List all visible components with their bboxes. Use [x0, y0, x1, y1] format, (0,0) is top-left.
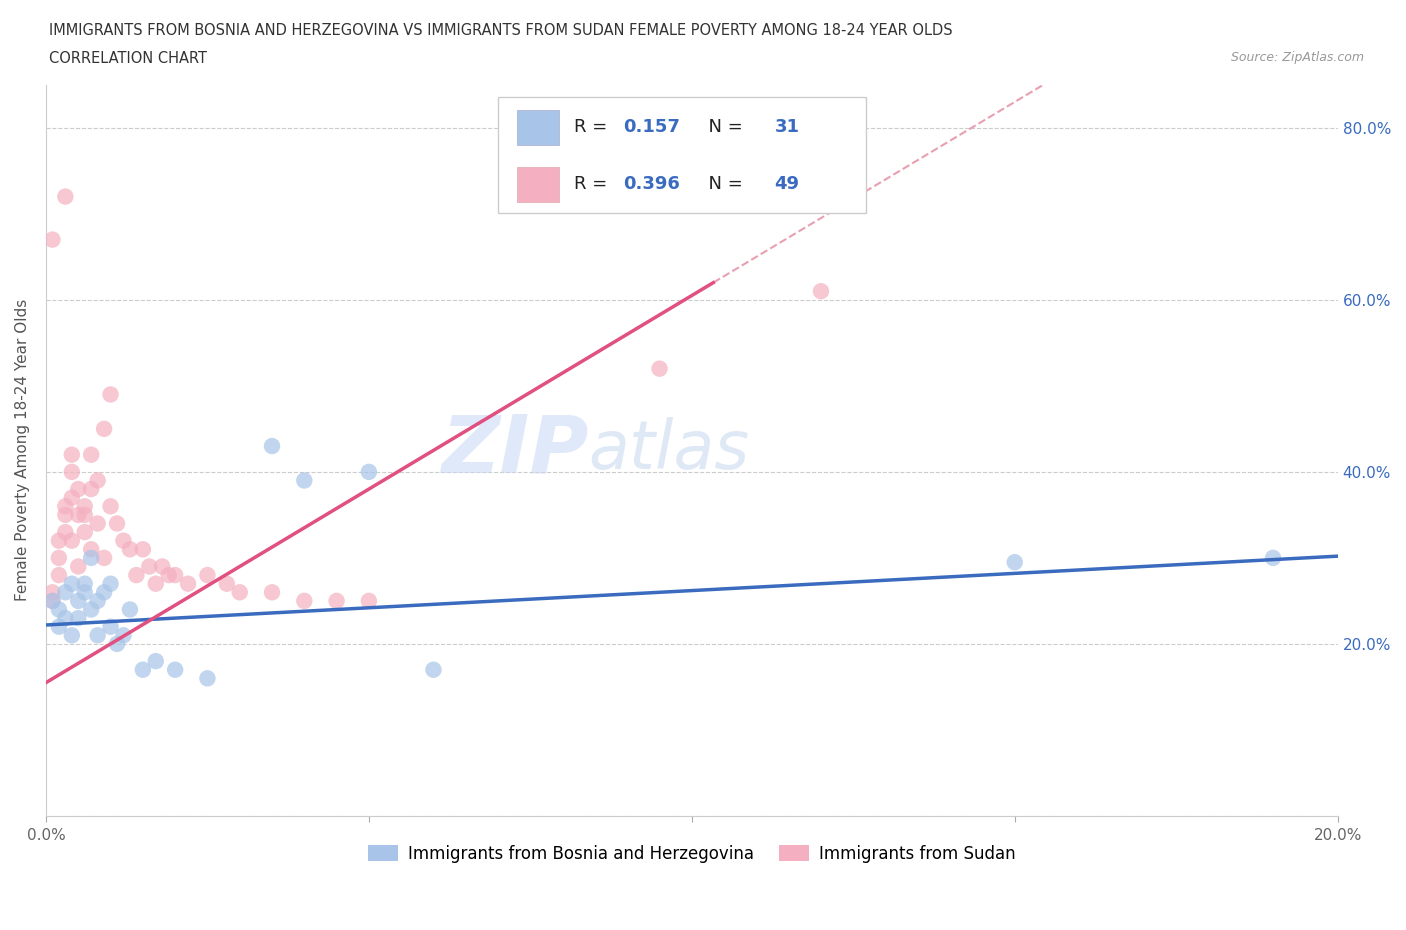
- Point: [112, 533, 135, 548]
- Point: [80, 447, 103, 462]
- Point: [67, 482, 90, 497]
- Text: CORRELATION CHART: CORRELATION CHART: [49, 51, 207, 66]
- FancyBboxPatch shape: [517, 110, 558, 145]
- Text: IMMIGRANTS FROM BOSNIA AND HERZEGOVINA VS IMMIGRANTS FROM SUDAN FEMALE POVERTY A: IMMIGRANTS FROM BOSNIA AND HERZEGOVINA V…: [49, 23, 953, 38]
- Point: [132, 662, 155, 677]
- Point: [53, 508, 76, 523]
- Text: atlas: atlas: [589, 418, 749, 484]
- Point: [215, 577, 238, 591]
- Point: [292, 593, 315, 608]
- Point: [60, 628, 83, 643]
- Text: ZIP: ZIP: [441, 411, 589, 489]
- Point: [60, 464, 83, 479]
- Point: [60, 447, 83, 462]
- Point: [67, 593, 90, 608]
- Point: [86, 473, 108, 488]
- Point: [86, 516, 108, 531]
- Point: [197, 567, 219, 582]
- Point: [60, 490, 83, 505]
- Point: [41, 585, 63, 600]
- FancyBboxPatch shape: [498, 97, 866, 213]
- Point: [165, 662, 187, 677]
- Point: [80, 542, 103, 557]
- Text: N =: N =: [697, 175, 748, 193]
- Point: [48, 551, 70, 565]
- Point: [41, 593, 63, 608]
- Point: [125, 567, 148, 582]
- Point: [357, 464, 380, 479]
- Point: [165, 567, 187, 582]
- Point: [100, 619, 122, 634]
- Text: Source: ZipAtlas.com: Source: ZipAtlas.com: [1230, 51, 1364, 64]
- Text: 49: 49: [775, 175, 800, 193]
- Point: [60, 533, 83, 548]
- Point: [157, 567, 180, 582]
- Point: [177, 577, 200, 591]
- Point: [118, 602, 141, 617]
- Point: [100, 577, 122, 591]
- Point: [73, 577, 96, 591]
- Point: [53, 498, 76, 513]
- Text: 0.396: 0.396: [623, 175, 681, 193]
- Text: R =: R =: [574, 175, 613, 193]
- Text: R =: R =: [574, 118, 613, 136]
- Point: [80, 602, 103, 617]
- Point: [648, 361, 671, 376]
- Point: [105, 516, 128, 531]
- Point: [53, 611, 76, 626]
- Point: [197, 671, 219, 685]
- Point: [41, 232, 63, 247]
- Point: [228, 585, 250, 600]
- Point: [60, 577, 83, 591]
- Point: [67, 508, 90, 523]
- Text: N =: N =: [697, 118, 748, 136]
- Point: [73, 525, 96, 539]
- Point: [292, 473, 315, 488]
- Point: [357, 593, 380, 608]
- Point: [86, 593, 108, 608]
- Point: [260, 439, 283, 454]
- Point: [53, 585, 76, 600]
- Point: [1261, 551, 1284, 565]
- Point: [260, 585, 283, 600]
- Point: [48, 602, 70, 617]
- Point: [810, 284, 832, 299]
- Point: [325, 593, 347, 608]
- Point: [86, 628, 108, 643]
- Point: [53, 189, 76, 204]
- Point: [100, 498, 122, 513]
- Y-axis label: Female Poverty Among 18-24 Year Olds: Female Poverty Among 18-24 Year Olds: [15, 299, 30, 602]
- Point: [112, 628, 135, 643]
- Point: [48, 533, 70, 548]
- Point: [1004, 555, 1026, 570]
- Point: [422, 662, 444, 677]
- Point: [67, 559, 90, 574]
- Point: [48, 619, 70, 634]
- Point: [132, 542, 155, 557]
- Legend: Immigrants from Bosnia and Herzegovina, Immigrants from Sudan: Immigrants from Bosnia and Herzegovina, …: [361, 839, 1022, 870]
- Point: [100, 387, 122, 402]
- Point: [80, 551, 103, 565]
- Point: [105, 636, 128, 651]
- Point: [73, 498, 96, 513]
- Point: [145, 654, 167, 669]
- Point: [80, 482, 103, 497]
- Point: [41, 593, 63, 608]
- Text: 31: 31: [775, 118, 800, 136]
- Point: [48, 567, 70, 582]
- Point: [93, 551, 115, 565]
- Point: [145, 577, 167, 591]
- Point: [67, 611, 90, 626]
- Point: [93, 421, 115, 436]
- Point: [93, 585, 115, 600]
- Point: [53, 525, 76, 539]
- Point: [150, 559, 173, 574]
- Point: [138, 559, 160, 574]
- FancyBboxPatch shape: [517, 166, 558, 202]
- Point: [73, 508, 96, 523]
- Point: [118, 542, 141, 557]
- Text: 0.157: 0.157: [623, 118, 681, 136]
- Point: [73, 585, 96, 600]
